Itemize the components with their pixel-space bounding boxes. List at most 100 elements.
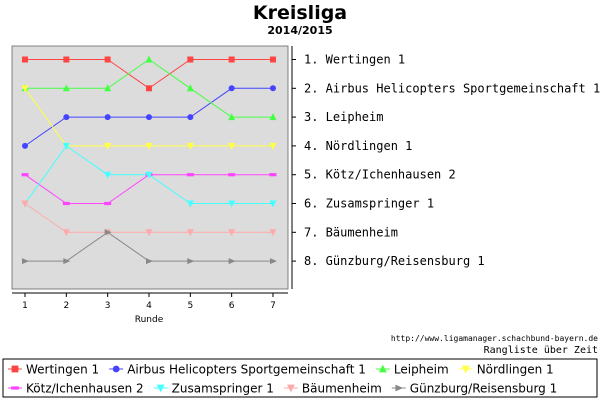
- rank-label: 7. Bäumenheim: [304, 225, 398, 239]
- data-point: [21, 173, 29, 177]
- data-point: [62, 84, 70, 92]
- data-point: [63, 258, 71, 265]
- data-point: [145, 171, 153, 179]
- data-point: [22, 142, 28, 149]
- data-point: [461, 365, 470, 374]
- legend-item: Günzburg/Reisensburg 1: [391, 382, 557, 396]
- data-point: [22, 56, 28, 63]
- data-point: [186, 142, 194, 150]
- data-point: [228, 85, 235, 92]
- data-point: [269, 173, 277, 177]
- data-point: [104, 142, 112, 150]
- legend-label: Zusamspringer 1: [172, 382, 274, 396]
- data-point: [187, 114, 194, 121]
- data-point: [228, 142, 236, 150]
- chart-subtitle: 2014/2015: [267, 24, 332, 37]
- series-group: [22, 85, 276, 149]
- data-point: [269, 56, 276, 63]
- rank-label: 1. Wertingen 1: [304, 53, 405, 67]
- data-point: [62, 201, 70, 206]
- data-point: [269, 258, 277, 265]
- rank-label: 8. Günzburg/Reisensburg 1: [304, 254, 485, 268]
- series-group: [22, 56, 276, 92]
- data-point: [104, 171, 112, 179]
- legend-item: Kötz/Ichenhausen 2: [8, 382, 144, 396]
- legend: Wertingen 1 Airbus Helicopters Sportgemei…: [8, 363, 557, 396]
- plot-area: [11, 45, 289, 290]
- rank-label: 5. Kötz/Ichenhausen 2: [304, 168, 456, 182]
- legend-label: Nördlingen 1: [477, 363, 554, 377]
- series-group: [21, 142, 277, 208]
- data-point: [112, 365, 120, 373]
- chart-note: Rangliste über Zeit: [484, 345, 598, 356]
- rank-label: 2. Airbus Helicopters Sportgemeinschaft …: [304, 81, 600, 95]
- data-point: [186, 200, 194, 208]
- data-point: [395, 384, 404, 392]
- x-tick-label: 5: [187, 301, 193, 311]
- data-point: [156, 384, 165, 393]
- data-point: [228, 173, 236, 177]
- data-point: [104, 201, 112, 206]
- x-tick-label: 4: [146, 301, 152, 311]
- data-point: [21, 200, 29, 208]
- legend-item: Wertingen 1: [8, 363, 99, 377]
- legend-label: Wertingen 1: [26, 363, 99, 377]
- data-point: [378, 364, 387, 373]
- data-point: [22, 258, 29, 265]
- data-point: [228, 229, 236, 237]
- data-point: [269, 229, 277, 237]
- data-point: [228, 113, 236, 121]
- x-tick-label: 6: [229, 301, 235, 311]
- data-point: [186, 229, 194, 237]
- series-layer: [21, 55, 277, 265]
- legend-label: Bäumenheim: [302, 382, 382, 396]
- rank-label: 3. Leipheim: [304, 110, 383, 124]
- data-point: [287, 384, 295, 393]
- series-group: [22, 229, 277, 265]
- data-point: [269, 85, 276, 92]
- legend-item: Bäumenheim: [283, 382, 382, 396]
- data-point: [228, 258, 236, 265]
- data-point: [145, 114, 152, 121]
- data-point: [145, 85, 152, 92]
- data-point: [104, 56, 111, 63]
- data-point: [63, 114, 70, 121]
- data-point: [186, 173, 194, 177]
- rank-label: 4. Nördlingen 1: [304, 139, 412, 153]
- data-point: [11, 365, 19, 373]
- legend-label: Leipheim: [394, 363, 449, 377]
- data-point: [104, 114, 111, 121]
- data-point: [104, 229, 112, 236]
- legend-item: Airbus Helicopters Sportgemeinschaft 1: [109, 363, 366, 377]
- data-point: [62, 142, 70, 150]
- data-point: [63, 56, 70, 63]
- data-point: [21, 85, 29, 93]
- data-point: [269, 113, 277, 121]
- legend-label: Kötz/Ichenhausen 2: [26, 382, 144, 396]
- data-point: [269, 142, 277, 150]
- data-point: [269, 200, 277, 208]
- legend-label: Airbus Helicopters Sportgemeinschaft 1: [127, 363, 366, 377]
- data-point: [11, 386, 19, 390]
- x-tick-label: 3: [105, 301, 111, 311]
- data-point: [104, 84, 112, 92]
- chart-title: Kreisliga: [253, 2, 347, 24]
- x-tick-label: 2: [63, 301, 69, 311]
- data-point: [62, 229, 70, 237]
- legend-item: Leipheim: [375, 363, 449, 377]
- legend-item: Zusamspringer 1: [153, 382, 274, 396]
- x-tick-label: 7: [270, 301, 276, 311]
- data-point: [186, 84, 194, 92]
- data-point: [145, 229, 153, 237]
- data-point: [145, 55, 153, 63]
- series-group: [21, 55, 277, 121]
- source-credit: http://www.ligamanager.schachbund-bayern…: [391, 334, 598, 343]
- data-point: [187, 258, 195, 265]
- data-point: [228, 200, 236, 208]
- rank-ticks: 1. Wertingen 1 2. Airbus Helicopters Spor…: [292, 53, 600, 268]
- data-point: [145, 258, 153, 265]
- data-point: [228, 56, 235, 63]
- x-tick-label: 1: [22, 301, 28, 311]
- legend-box: [2, 358, 598, 398]
